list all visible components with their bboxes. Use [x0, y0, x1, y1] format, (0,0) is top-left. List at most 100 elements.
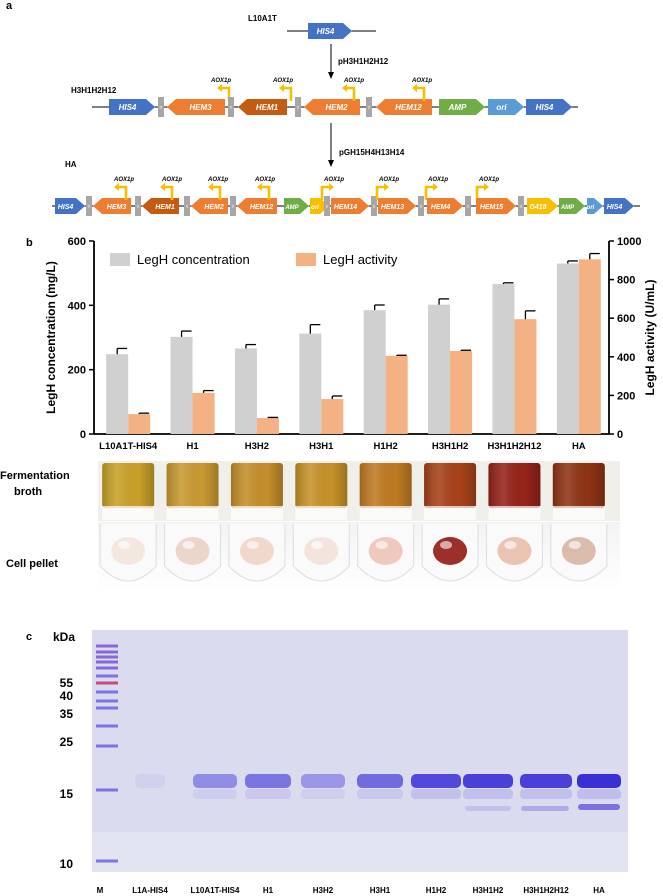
row3-aox1p-6-head — [384, 183, 389, 191]
row3-aox1p-3-hook — [212, 185, 222, 200]
left-axis-title: LegH concentration (mg/L) — [44, 261, 58, 414]
band-main-H1H2 — [411, 774, 461, 788]
band-smear-H3H1H2H12 — [520, 789, 572, 799]
row3-aox1p-2-hook — [164, 185, 174, 200]
row2-his4-gene-2-label: HIS4 — [536, 103, 554, 112]
row3-terminator-4-bar — [230, 196, 236, 216]
bar-concentration-H3H1H2 — [428, 304, 451, 434]
marker-band-9 — [96, 706, 118, 710]
row2-hem2-gene: HEM2 — [304, 99, 360, 115]
right-tick-label-800: 800 — [617, 275, 635, 287]
tube-shade-H1 — [166, 463, 219, 508]
tube-shade-HA — [552, 463, 605, 508]
marker-band-8 — [96, 699, 118, 703]
row3-hem4-gene-label: HEM4 — [431, 204, 451, 211]
row3-aox1p-8-head — [484, 183, 489, 191]
band-main-H3H1H2H12 — [520, 774, 572, 788]
marker-band-12 — [96, 788, 118, 792]
legend-swatch-activity — [296, 253, 316, 266]
row3-hem1-gene-shape — [142, 198, 179, 214]
row2-hem12-gene-label: HEM12 — [395, 103, 422, 112]
marker-label-55: 55 — [60, 676, 74, 690]
row2-aox1p-2: AOX1p — [272, 78, 293, 101]
panel-b-letter: b — [26, 237, 33, 249]
row2-his4-gene-shape — [109, 99, 155, 115]
row3-his4-gene-shape — [55, 198, 85, 214]
row2-his4-gene-2: HIS4 — [526, 99, 572, 115]
row3-hem12-gene: HEM12 — [237, 198, 277, 214]
row3-hem4-gene: HEM4 — [427, 198, 463, 214]
tube-reflection-HA — [552, 506, 605, 520]
marker-label-10: 10 — [60, 857, 74, 871]
legend-label-activity: LegH activity — [323, 252, 398, 267]
right-tick-label-1000: 1000 — [617, 236, 641, 248]
row3-aox1p-4-head — [257, 183, 262, 191]
row2-aox1p-2-label: AOX1p — [272, 78, 293, 84]
row3-aox1p-2-label: AOX1p — [161, 177, 182, 183]
row3-amp-gene-label: AMP — [284, 205, 299, 211]
plasmid-2-label: pGH15H4H13H14 — [339, 148, 405, 157]
row3-terminator-9: T — [518, 196, 524, 216]
row2-hem2-gene-shape — [304, 99, 360, 115]
row2-terminator-2: T — [228, 97, 234, 117]
lane-label-L10A1T-HIS4: L10A1T-HIS4 — [191, 886, 240, 895]
row3-terminator-3-label: T — [186, 204, 189, 209]
marker-band-5 — [96, 674, 118, 678]
row3-aox1p-7-hook — [424, 185, 434, 200]
row3-aox1p-3: AOX1p — [207, 177, 228, 200]
pellet-highlight-H3H1H2 — [440, 541, 453, 549]
row3-aox1p-5: AOX1p — [320, 177, 344, 200]
band-smear-L10A1T-HIS4 — [193, 789, 237, 799]
row3-amp-gene: AMP — [284, 198, 309, 214]
marker-band-3 — [96, 660, 118, 664]
bar-concentration-H3H1 — [299, 333, 322, 434]
row2-aox1p-1: AOX1p — [210, 78, 231, 101]
row3-amp-gene-2: AMP — [559, 198, 585, 214]
row3-terminator-4: T — [230, 196, 236, 216]
row3-hem15-gene-shape — [476, 198, 516, 214]
gel-lower-background — [92, 832, 628, 872]
band-main-H3H1 — [357, 774, 403, 788]
band-smear-H1H2 — [411, 789, 461, 799]
row3-terminator-2-bar — [135, 196, 141, 216]
tube-reflection-H3H1 — [295, 506, 348, 520]
row3-g418-gene: G418 — [527, 198, 558, 214]
row3-his4-gene-2-label: HIS4 — [607, 204, 623, 211]
row2-ori-shape — [488, 99, 524, 115]
row3-ori-2-shape — [587, 198, 603, 214]
kda-unit-label: kDa — [53, 630, 75, 644]
band-lower-H3H1H2 — [465, 806, 511, 811]
row2-amp-gene-shape — [439, 99, 485, 115]
row3-aox1p-4: AOX1p — [254, 177, 275, 200]
row3-his4-gene-label: HIS4 — [58, 204, 74, 211]
fermentation-broth-label-line2: broth — [14, 486, 42, 498]
row2-terminator-4: T — [366, 97, 372, 117]
band-main-HA — [577, 774, 621, 788]
row2-his4-gene: HIS4 — [109, 99, 155, 115]
category-label-H3H2: H3H2 — [245, 441, 269, 452]
row2-hem1-gene-shape — [238, 99, 287, 115]
row3-terminator-3: T — [184, 196, 190, 216]
row3-his4-gene: HIS4 — [55, 198, 85, 214]
row3-terminator-7-label: T — [420, 204, 423, 209]
bar-activity-H1 — [192, 392, 215, 434]
row3-aox1p-1-hook — [118, 185, 128, 200]
tube-reflection-H1 — [166, 506, 219, 520]
row2-terminator-1: T — [158, 97, 164, 117]
lane-label-H1: H1 — [263, 886, 274, 895]
tube-reflection-H1H2 — [359, 506, 412, 520]
bar-concentration-H1H2 — [363, 310, 386, 434]
row3-terminator-8-label: T — [467, 204, 470, 209]
row3-aox1p-6: AOX1p — [375, 177, 399, 200]
cell-pellet-photo — [98, 522, 620, 590]
row3-aox1p-4-hook — [261, 185, 271, 200]
fermentation-broth-photo — [98, 461, 620, 521]
row3-terminator-6: T — [371, 196, 377, 216]
pellet-highlight-HA — [568, 541, 581, 549]
row3-hem2-gene-shape — [191, 198, 228, 214]
strain-l10a1t-label: L10A1T — [248, 14, 277, 23]
row3-terminator-5-bar — [324, 196, 330, 216]
band-smear-H1 — [245, 789, 291, 799]
row3-terminator-1-label: T — [88, 204, 91, 209]
